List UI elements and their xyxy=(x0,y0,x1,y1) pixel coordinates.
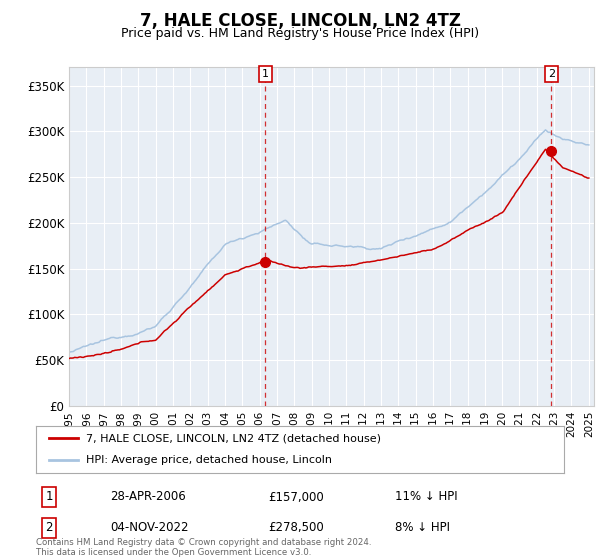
Text: Contains HM Land Registry data © Crown copyright and database right 2024.
This d: Contains HM Land Registry data © Crown c… xyxy=(36,538,371,557)
Text: 2: 2 xyxy=(548,69,555,79)
Text: 7, HALE CLOSE, LINCOLN, LN2 4TZ: 7, HALE CLOSE, LINCOLN, LN2 4TZ xyxy=(139,12,461,30)
Text: £278,500: £278,500 xyxy=(268,521,324,534)
Text: 8% ↓ HPI: 8% ↓ HPI xyxy=(395,521,450,534)
Text: 11% ↓ HPI: 11% ↓ HPI xyxy=(395,491,458,503)
Text: £157,000: £157,000 xyxy=(268,491,324,503)
Text: 28-APR-2006: 28-APR-2006 xyxy=(110,491,185,503)
Text: 7, HALE CLOSE, LINCOLN, LN2 4TZ (detached house): 7, HALE CLOSE, LINCOLN, LN2 4TZ (detache… xyxy=(86,433,381,444)
Text: 1: 1 xyxy=(262,69,269,79)
Text: 2: 2 xyxy=(46,521,53,534)
Text: 1: 1 xyxy=(46,491,53,503)
Text: Price paid vs. HM Land Registry's House Price Index (HPI): Price paid vs. HM Land Registry's House … xyxy=(121,27,479,40)
Text: HPI: Average price, detached house, Lincoln: HPI: Average price, detached house, Linc… xyxy=(86,455,332,465)
Text: 04-NOV-2022: 04-NOV-2022 xyxy=(110,521,188,534)
